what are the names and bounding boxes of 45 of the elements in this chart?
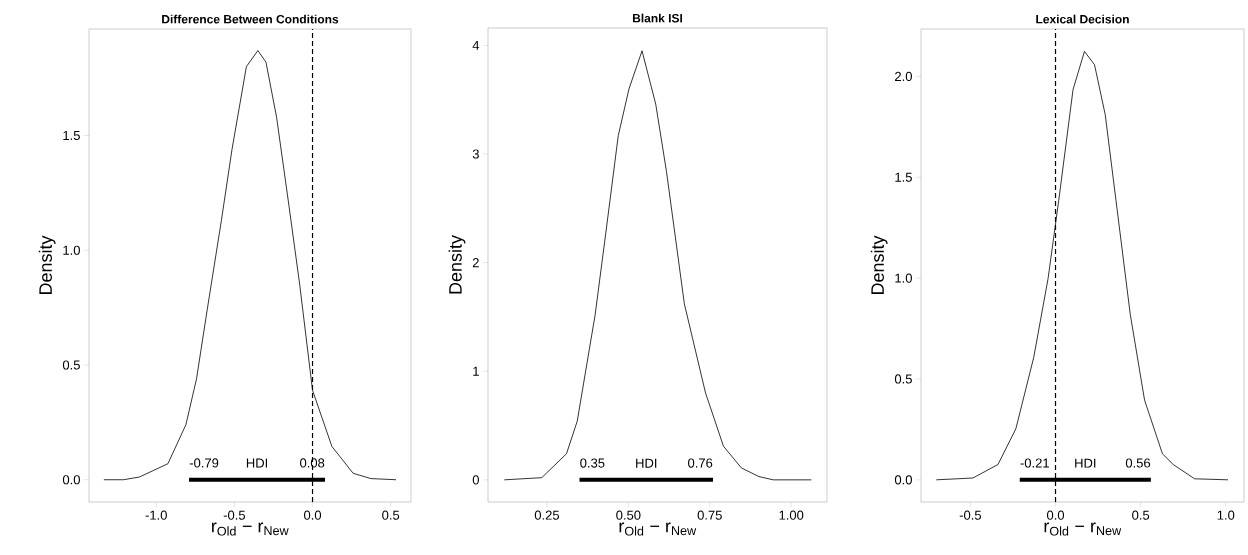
x-tick-label: 0.5 — [1132, 510, 1150, 520]
y-tick-label: 2.0 — [895, 71, 912, 82]
annotation: 0.56 — [1125, 458, 1151, 468]
x-tick-label: 0.25 — [534, 510, 560, 520]
annotation: HDI — [636, 458, 657, 468]
y-tick-label: 1.5 — [895, 172, 912, 182]
annotation: -0.79 — [189, 458, 219, 468]
y-tick-label: 0.0 — [894, 475, 912, 485]
y-tick-label: 0 — [472, 475, 479, 485]
y-tick-label: 3 — [472, 149, 479, 159]
y-tick-label: 2 — [472, 258, 479, 268]
x-axis-title: r$_{Old}$ − r$_{New}$ — [212, 522, 289, 536]
x-tick-label: -1.0 — [145, 510, 167, 520]
x-tick-label: 0.0 — [303, 510, 322, 520]
y-tick-label: 1.0 — [895, 273, 912, 283]
x-tick-label: 0.0 — [1046, 510, 1065, 520]
line-series — [503, 50, 812, 481]
chart-title: Difference Between Conditions — [162, 14, 339, 24]
chart-title: Blank ISI — [632, 13, 683, 23]
y-tick-label: 0.5 — [62, 360, 80, 370]
x-axis-title: r$_{Old}$ − r$_{New}$ — [1044, 522, 1122, 536]
annotation: HDI — [1075, 458, 1096, 468]
y-axis-title: Density — [870, 235, 888, 295]
x-tick-label: 1.00 — [779, 510, 804, 520]
x-tick-label: 0.50 — [616, 510, 641, 520]
annotation: HDI — [246, 458, 268, 468]
y-axis-title: Density — [38, 235, 56, 295]
x-tick-label: 0.75 — [697, 510, 722, 520]
x-axis-title: r$_{Old}$ − r$_{New}$ — [619, 522, 697, 536]
chart-title: Lexical Decision — [1036, 14, 1129, 24]
y-tick-label: 1 — [473, 366, 479, 376]
annotation: 0.08 — [300, 458, 325, 468]
y-tick-label: 4 — [472, 40, 480, 50]
x-tick-label: 0.5 — [382, 510, 400, 520]
y-axis-title: Density — [448, 235, 466, 294]
annotation: -0.21 — [1020, 458, 1049, 468]
x-tick-label: 1.0 — [1217, 510, 1235, 520]
annotation: 0.76 — [688, 458, 713, 468]
y-tick-label: 0.0 — [62, 475, 80, 485]
y-tick-label: 1.0 — [63, 245, 80, 255]
x-tick-label: -0.5 — [223, 510, 246, 520]
y-tick-label: 1.5 — [63, 130, 80, 141]
annotation: 0.35 — [580, 458, 605, 468]
y-tick-label: 0.5 — [894, 374, 912, 384]
x-tick-label: -0.5 — [959, 510, 982, 520]
